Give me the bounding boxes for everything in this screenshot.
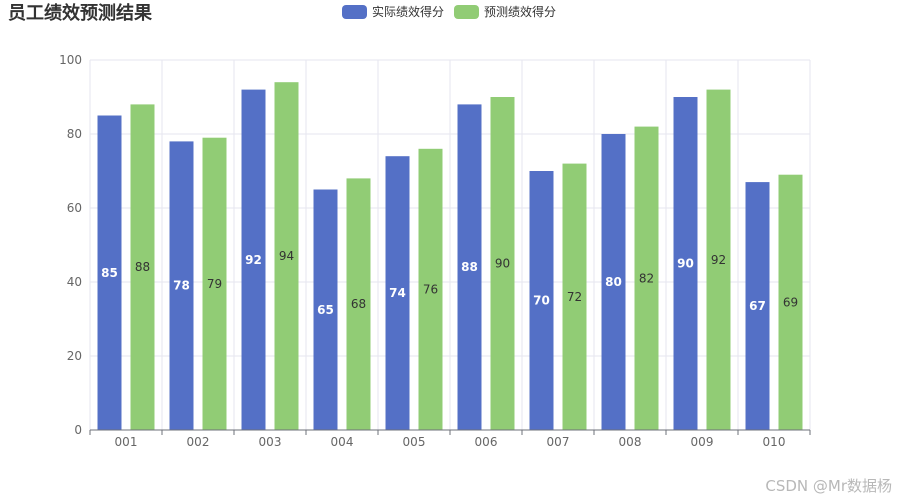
x-tick-label: 008 [619, 435, 642, 449]
data-label-predicted: 90 [495, 257, 510, 271]
bar-predicted [706, 89, 731, 430]
y-tick-label: 80 [67, 127, 82, 141]
x-tick-label: 006 [475, 435, 498, 449]
bar-predicted [130, 104, 155, 431]
legend-swatch-actual [342, 4, 367, 19]
y-tick-label: 40 [67, 275, 82, 289]
legend-item-predicted[interactable]: 预测绩效得分 [454, 3, 556, 20]
data-label-predicted: 76 [423, 282, 438, 296]
bar-actual [97, 115, 122, 430]
bar-predicted [346, 178, 371, 430]
data-label-actual: 92 [245, 253, 262, 267]
legend-swatch-predicted [454, 4, 480, 19]
x-tick-label: 001 [115, 435, 138, 449]
bar-predicted [202, 137, 227, 430]
data-label-actual: 74 [389, 286, 406, 300]
x-tick-label: 010 [763, 435, 786, 449]
data-label-predicted: 68 [351, 297, 366, 311]
bar-actual [241, 89, 266, 430]
bar-actual [601, 134, 626, 430]
bar-actual [457, 104, 482, 431]
data-label-actual: 90 [677, 257, 694, 271]
y-tick-label: 100 [59, 53, 82, 67]
bar-actual [529, 171, 554, 430]
bar-predicted [490, 97, 515, 430]
data-label-actual: 67 [749, 299, 766, 313]
bar-predicted [562, 163, 587, 430]
data-label-predicted: 94 [279, 249, 294, 263]
bar-actual [169, 141, 194, 430]
data-label-actual: 78 [173, 279, 190, 293]
x-tick-label: 002 [187, 435, 210, 449]
data-label-predicted: 88 [135, 260, 150, 274]
x-tick-label: 004 [331, 435, 354, 449]
data-label-actual: 80 [605, 275, 622, 289]
bar-actual [673, 97, 698, 430]
data-label-predicted: 92 [711, 253, 726, 267]
legend-label-predicted: 预测绩效得分 [484, 5, 557, 19]
y-tick-label: 0 [74, 423, 82, 437]
bar-predicted [634, 126, 659, 430]
data-label-predicted: 72 [567, 290, 582, 304]
y-tick-label: 60 [67, 201, 82, 215]
x-tick-label: 009 [691, 435, 714, 449]
watermark: CSDN @Mr数据杨 [765, 477, 892, 495]
bar-predicted [418, 148, 443, 431]
bar-predicted [274, 82, 299, 430]
bar-actual [385, 156, 410, 430]
y-tick-label: 20 [67, 349, 82, 363]
bar-actual [745, 182, 770, 430]
chart-title: 员工绩效预测结果 [8, 3, 152, 24]
data-label-actual: 70 [533, 294, 550, 308]
data-label-predicted: 69 [783, 295, 798, 309]
legend-item-actual[interactable]: 实际绩效得分 [342, 3, 444, 20]
bar-actual [313, 189, 338, 430]
legend-label-actual: 实际绩效得分 [372, 5, 445, 19]
bar-predicted [778, 174, 803, 430]
data-label-actual: 85 [101, 266, 118, 280]
data-label-actual: 88 [461, 260, 478, 274]
data-label-predicted: 79 [207, 277, 222, 291]
chart-legend[interactable]: 实际绩效得分 预测绩效得分 [342, 3, 556, 20]
x-tick-label: 003 [259, 435, 282, 449]
x-tick-label: 005 [403, 435, 426, 449]
x-tick-label: 007 [547, 435, 570, 449]
data-label-actual: 65 [317, 303, 334, 317]
data-label-predicted: 82 [639, 271, 654, 285]
